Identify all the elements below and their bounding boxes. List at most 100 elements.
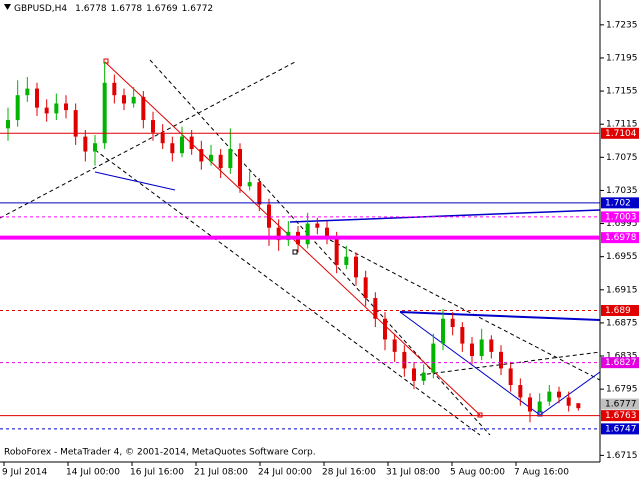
level-label: 1.6763 bbox=[605, 411, 637, 421]
last-low: 1.6769 bbox=[146, 4, 178, 14]
point-marker bbox=[292, 249, 298, 255]
candle-body bbox=[508, 368, 513, 385]
candle-body bbox=[228, 149, 233, 169]
level-label: 1.689 bbox=[605, 306, 631, 316]
candle-body bbox=[25, 88, 30, 96]
header-icon bbox=[4, 4, 11, 10]
x-tick-label: 21 Jul 08:00 bbox=[194, 468, 248, 478]
candle-body bbox=[441, 318, 445, 344]
point-marker bbox=[477, 412, 483, 418]
level-label: 1.7003 bbox=[605, 212, 637, 222]
y-tick-label: 1.6795 bbox=[606, 385, 638, 395]
candle-body bbox=[102, 82, 107, 144]
y-tick-label: 1.7235 bbox=[606, 20, 638, 30]
x-tick-label: 14 Jul 00:00 bbox=[66, 468, 120, 478]
candle-body bbox=[547, 391, 552, 402]
x-tick-label: 5 Aug 00:00 bbox=[450, 468, 505, 478]
candle-body bbox=[180, 136, 184, 154]
candle-body bbox=[199, 149, 204, 162]
y-tick-label: 1.6875 bbox=[606, 318, 638, 328]
point-marker bbox=[103, 58, 109, 64]
candle-body bbox=[83, 136, 88, 152]
level-label: 1.7104 bbox=[605, 129, 637, 139]
level-label: 1.6827 bbox=[605, 358, 637, 368]
last-close: 1.6772 bbox=[182, 4, 214, 14]
candle-body bbox=[54, 103, 59, 114]
level-label-box bbox=[601, 232, 639, 244]
candle-body bbox=[151, 120, 155, 133]
candle-body bbox=[276, 227, 281, 241]
candle-body bbox=[344, 256, 349, 265]
trend-line bbox=[539, 371, 601, 416]
candle-body bbox=[189, 136, 194, 150]
y-tick-label: 1.6995 bbox=[606, 219, 638, 229]
y-tick-label: 1.7155 bbox=[606, 87, 638, 97]
level-label-box bbox=[601, 423, 639, 435]
channel-line bbox=[419, 351, 601, 376]
level-label: 1.6777 bbox=[605, 400, 637, 410]
candle-body bbox=[528, 397, 532, 412]
candle-body bbox=[64, 103, 68, 111]
candle-body bbox=[354, 256, 358, 278]
level-label: 1.6747 bbox=[605, 424, 637, 434]
level-label-box bbox=[601, 410, 639, 422]
level-label-box bbox=[601, 197, 639, 209]
candle-body bbox=[518, 385, 523, 398]
candle-body bbox=[131, 96, 136, 104]
candle-body bbox=[315, 223, 320, 228]
last-high: 1.6778 bbox=[111, 4, 143, 14]
candle-body bbox=[363, 277, 368, 299]
candle-body bbox=[460, 327, 465, 344]
candle-body bbox=[450, 318, 455, 328]
level-label-box bbox=[601, 211, 639, 223]
candle-body bbox=[209, 154, 213, 162]
level-label-box bbox=[601, 357, 639, 369]
candle-body bbox=[112, 82, 117, 96]
x-tick-label: 7 Aug 16:00 bbox=[514, 468, 569, 478]
candle-body bbox=[35, 88, 39, 108]
plot bbox=[6, 62, 581, 423]
trend-line bbox=[289, 209, 601, 223]
candle-body bbox=[15, 95, 20, 121]
candle-body bbox=[44, 107, 49, 114]
channel-line bbox=[94, 149, 481, 436]
level-label: 1.6978 bbox=[605, 233, 637, 243]
candle-body bbox=[392, 339, 397, 352]
candle-body bbox=[576, 403, 581, 409]
channel-line bbox=[329, 239, 601, 381]
last-open: 1.6778 bbox=[75, 4, 107, 14]
chart-header: GBPUSD,H4 1.6778 1.6778 1.6769 1.6772 bbox=[14, 4, 213, 14]
candle-body bbox=[160, 132, 165, 144]
candle-body bbox=[537, 401, 542, 412]
trend-line bbox=[399, 311, 601, 321]
candle-body bbox=[566, 397, 571, 406]
candle-body bbox=[557, 391, 561, 398]
trend-line bbox=[94, 171, 176, 191]
trend-line bbox=[399, 311, 541, 416]
candle-body bbox=[334, 237, 339, 265]
candle-body bbox=[267, 204, 271, 228]
y-tick-label: 1.6715 bbox=[606, 451, 638, 461]
candle-body bbox=[373, 298, 378, 319]
candle-body bbox=[325, 227, 329, 238]
candle-body bbox=[421, 372, 426, 381]
candle-body bbox=[383, 318, 387, 340]
y-tick-label: 1.6835 bbox=[606, 352, 638, 362]
candle-body bbox=[257, 182, 262, 205]
y-tick-label: 1.7115 bbox=[606, 120, 638, 130]
candle-body bbox=[470, 343, 474, 357]
candle-body bbox=[238, 149, 242, 187]
symbol: GBPUSD,H4 bbox=[14, 4, 67, 14]
candle-body bbox=[489, 339, 494, 352]
candle-body bbox=[412, 368, 416, 381]
level-label-box bbox=[601, 127, 639, 139]
candle-body bbox=[218, 154, 223, 169]
y-tick-label: 1.7075 bbox=[606, 153, 638, 163]
y-tick-label: 1.7035 bbox=[606, 186, 638, 196]
candle-body bbox=[122, 95, 126, 104]
y-tick-label: 1.6955 bbox=[606, 252, 638, 262]
level-label-box bbox=[601, 398, 639, 410]
